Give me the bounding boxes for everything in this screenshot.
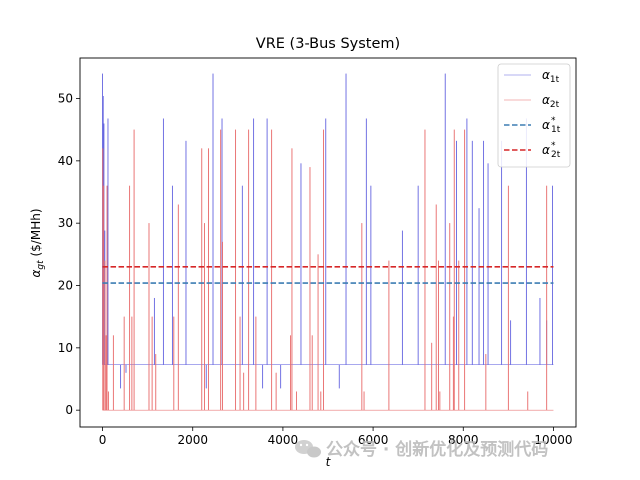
legend-item: α1t xyxy=(504,68,560,85)
y-axis-label: αgt ($/MHh) xyxy=(29,208,46,277)
y-tick-label: 10 xyxy=(58,341,73,355)
x-tick-label: 4000 xyxy=(268,433,299,447)
plot-frame xyxy=(79,57,577,428)
legend-label: α* 1t xyxy=(542,116,561,135)
series-2 xyxy=(102,129,554,411)
watermark: 公众号 · 创新优化及预测代码 xyxy=(295,439,548,460)
legend-label: α1t xyxy=(542,68,560,85)
legend-item: α* 2t xyxy=(504,141,561,160)
legend-item: α* 1t xyxy=(504,116,561,135)
x-axis-label: t xyxy=(326,455,332,469)
legend-item: α2t xyxy=(504,93,560,110)
x-tick-label: 6000 xyxy=(358,433,389,447)
y-tick-label: 20 xyxy=(58,279,73,293)
legend-label: α2t xyxy=(542,93,560,110)
watermark-text: 公众号 · 创新优化及预测代码 xyxy=(326,439,548,460)
x-tick-label: 0 xyxy=(99,433,107,447)
x-axis-ticks: 0 2000 4000 6000 8000 10000 xyxy=(99,427,573,447)
chart-title: VRE (3-Bus System) xyxy=(256,36,400,52)
y-tick-label: 30 xyxy=(58,216,73,230)
series-layer xyxy=(102,73,554,411)
series-1 xyxy=(102,73,554,389)
wechat-icon xyxy=(295,440,321,458)
legend: α1t α2t α* 1t α* 2t xyxy=(497,63,571,168)
x-tick-label: 10000 xyxy=(534,433,572,447)
y-tick-label: 50 xyxy=(58,92,73,106)
y-axis-ticks: 0 10 20 30 40 50 xyxy=(58,92,80,417)
x-tick-label: 2000 xyxy=(177,433,208,447)
x-tick-label: 8000 xyxy=(448,433,479,447)
y-tick-label: 0 xyxy=(65,403,73,417)
y-tick-label: 40 xyxy=(58,154,73,168)
legend-label: α* 2t xyxy=(542,141,561,160)
legend-box xyxy=(497,63,571,168)
